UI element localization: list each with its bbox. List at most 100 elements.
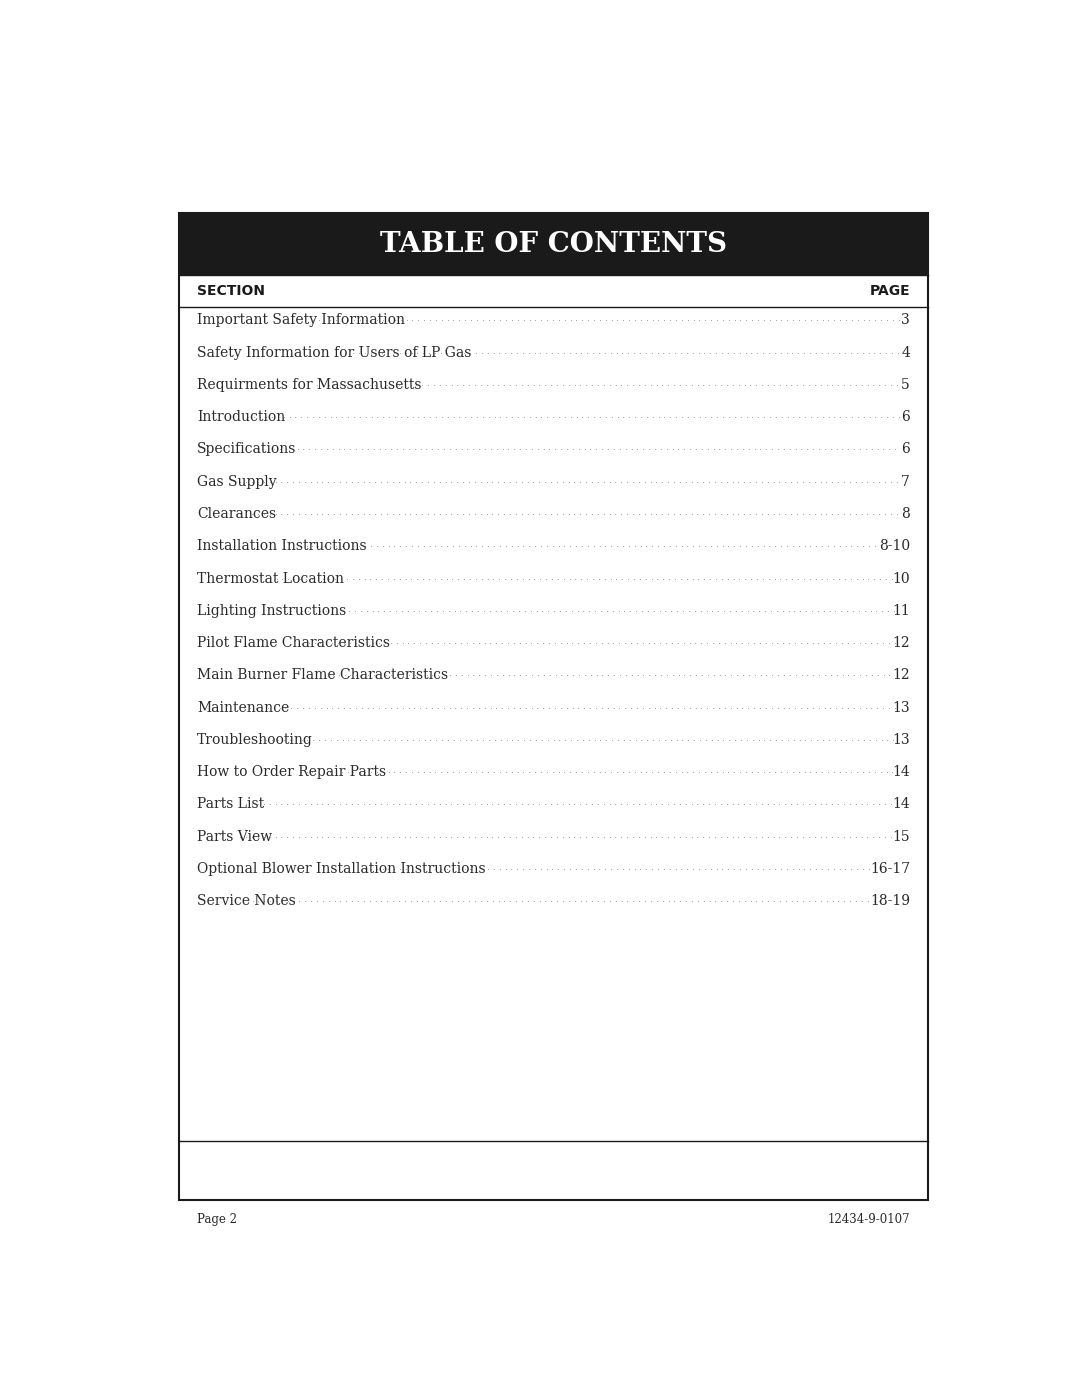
- Point: [638, 407, 656, 429]
- Point: [453, 439, 470, 461]
- Point: [252, 407, 269, 429]
- Point: [794, 826, 811, 848]
- Point: [694, 826, 712, 848]
- Point: [394, 439, 411, 461]
- Point: [482, 697, 499, 719]
- Point: [448, 471, 465, 493]
- Point: [569, 631, 586, 654]
- Point: [450, 535, 468, 557]
- Point: [621, 309, 638, 331]
- Point: [254, 439, 271, 461]
- Point: [555, 567, 572, 590]
- Point: [484, 503, 501, 525]
- Point: [368, 341, 386, 363]
- Point: [835, 826, 852, 848]
- Point: [490, 567, 508, 590]
- Point: [261, 471, 279, 493]
- Point: [481, 599, 498, 622]
- Point: [707, 567, 725, 590]
- Point: [726, 407, 743, 429]
- Point: [433, 309, 450, 331]
- Point: [397, 309, 415, 331]
- Point: [745, 697, 762, 719]
- Point: [363, 761, 380, 784]
- Point: [579, 535, 596, 557]
- Point: [690, 535, 707, 557]
- Point: [829, 471, 847, 493]
- Point: [824, 793, 841, 816]
- Point: [677, 793, 694, 816]
- Point: [797, 599, 814, 622]
- Point: [755, 309, 772, 331]
- Point: [438, 309, 456, 331]
- Point: [426, 471, 443, 493]
- Point: [759, 793, 777, 816]
- Point: [530, 826, 548, 848]
- Point: [386, 535, 403, 557]
- Point: [416, 309, 433, 331]
- Point: [524, 439, 541, 461]
- Point: [713, 567, 730, 590]
- Point: [440, 407, 457, 429]
- Point: [504, 729, 522, 752]
- Point: [841, 826, 859, 848]
- Point: [387, 407, 404, 429]
- Point: [319, 439, 336, 461]
- Point: [879, 729, 896, 752]
- Point: [718, 826, 735, 848]
- Point: [794, 793, 811, 816]
- Text: TABLE OF CONTENTS: TABLE OF CONTENTS: [380, 231, 727, 257]
- Point: [711, 439, 728, 461]
- Point: [730, 503, 747, 525]
- Point: [503, 858, 521, 880]
- Point: [339, 761, 356, 784]
- Point: [546, 439, 564, 461]
- Point: [394, 697, 411, 719]
- Point: [496, 374, 513, 397]
- Point: [626, 535, 644, 557]
- Point: [441, 697, 458, 719]
- Point: [767, 309, 784, 331]
- Point: [886, 599, 903, 622]
- Point: [306, 697, 323, 719]
- Point: [316, 407, 334, 429]
- Point: [856, 599, 874, 622]
- Point: [836, 374, 853, 397]
- Point: [337, 374, 354, 397]
- Point: [459, 697, 476, 719]
- Point: [657, 599, 674, 622]
- Point: [445, 407, 462, 429]
- Point: [867, 407, 885, 429]
- Point: [650, 407, 667, 429]
- Point: [302, 471, 320, 493]
- Point: [619, 374, 636, 397]
- Point: [355, 374, 373, 397]
- Point: [621, 729, 638, 752]
- Point: [600, 826, 618, 848]
- Point: [360, 664, 377, 686]
- Point: [744, 729, 761, 752]
- Point: [876, 471, 893, 493]
- Point: [458, 631, 475, 654]
- Point: [435, 631, 453, 654]
- Point: [847, 793, 864, 816]
- Point: [303, 761, 321, 784]
- Point: [650, 309, 667, 331]
- Point: [444, 341, 461, 363]
- Point: [578, 471, 595, 493]
- Point: [278, 439, 295, 461]
- Point: [842, 567, 860, 590]
- Point: [678, 341, 696, 363]
- Point: [580, 407, 597, 429]
- Point: [705, 664, 723, 686]
- Point: [814, 729, 832, 752]
- Point: [748, 567, 766, 590]
- Point: [728, 631, 745, 654]
- Point: [719, 535, 737, 557]
- Point: [851, 697, 868, 719]
- Point: [876, 503, 893, 525]
- Point: [498, 407, 515, 429]
- Point: [777, 374, 794, 397]
- Point: [293, 729, 310, 752]
- Point: [853, 471, 870, 493]
